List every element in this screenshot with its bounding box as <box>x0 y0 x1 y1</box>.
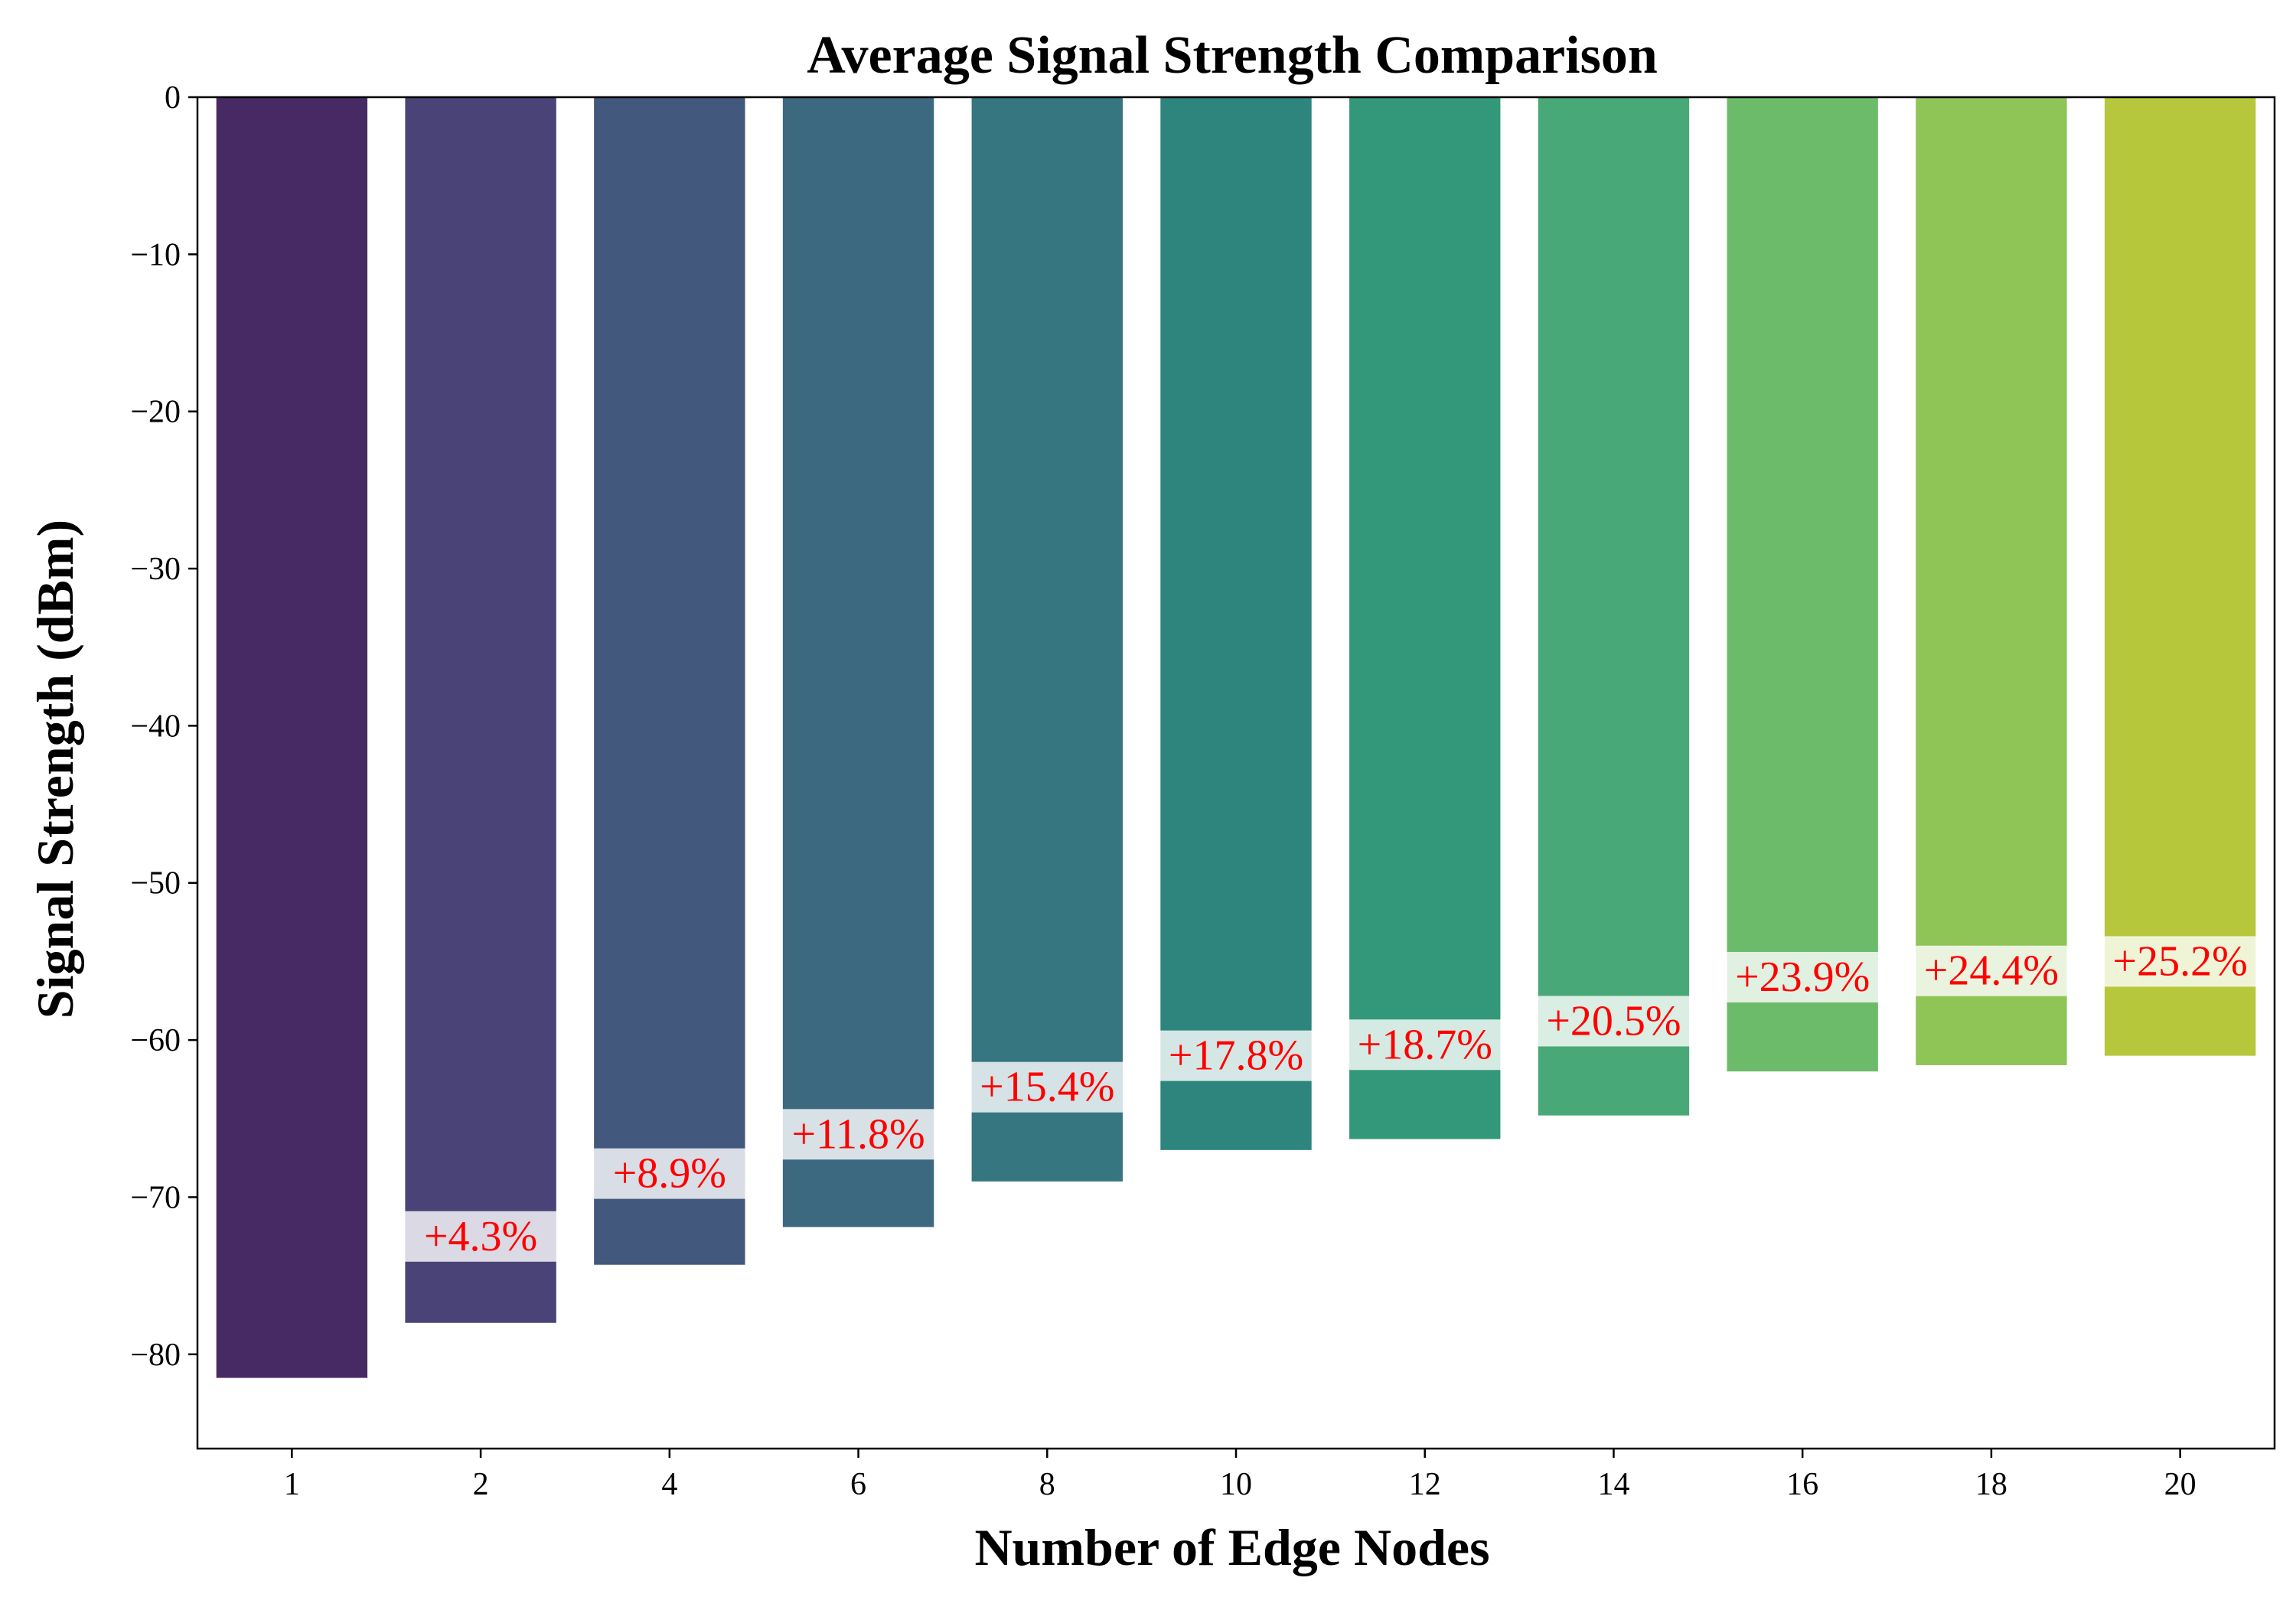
x-tick-label: 8 <box>1039 1467 1055 1502</box>
bar-annotation-box <box>592 1148 746 1199</box>
bar-4 <box>594 97 745 1265</box>
x-tick-label: 18 <box>1975 1467 2007 1502</box>
bar-annotation-label: +17.8% <box>1169 1032 1303 1080</box>
bar-14 <box>1538 97 1690 1116</box>
y-tick-label: −20 <box>130 395 181 430</box>
bar-annotation: +11.8% <box>781 1109 935 1160</box>
bar-annotation-box <box>1348 1019 1502 1071</box>
bar-annotation: +8.9% <box>592 1148 746 1199</box>
bar-annotation-label: +4.3% <box>424 1213 537 1260</box>
bar-annotation-box <box>1537 996 1691 1047</box>
x-axis-title: Number of Edge Nodes <box>974 1518 1489 1576</box>
bar-annotation: +25.2% <box>2103 936 2257 987</box>
bar-annotation: +15.4% <box>970 1061 1124 1113</box>
y-tick-label: −30 <box>130 552 181 587</box>
bar-annotation: +18.7% <box>1348 1019 1502 1071</box>
x-tick-label: 10 <box>1220 1467 1252 1502</box>
bar-annotation-label: +20.5% <box>1546 997 1681 1045</box>
bar-annotation-label: +23.9% <box>1735 953 1870 1001</box>
x-tick-label: 12 <box>1409 1467 1441 1502</box>
y-tick-label: −70 <box>130 1180 181 1215</box>
bar-annotation-box <box>1159 1030 1313 1081</box>
y-axis-title: Signal Strength (dBm) <box>26 520 84 1019</box>
x-tick-label: 2 <box>473 1467 489 1502</box>
bar-annotation: +20.5% <box>1537 996 1691 1047</box>
x-tick-label: 20 <box>2164 1467 2197 1502</box>
bar-annotation: +4.3% <box>404 1211 558 1262</box>
bar-annotation-label: +18.7% <box>1358 1021 1492 1068</box>
bar-annotation-box <box>2103 936 2257 987</box>
bar-annotation-label: +15.4% <box>980 1064 1114 1111</box>
bar-18 <box>1916 97 2067 1065</box>
y-tick-label: −10 <box>130 237 181 272</box>
bar-12 <box>1349 97 1501 1139</box>
bar-8 <box>971 97 1123 1182</box>
bar-2 <box>405 97 556 1323</box>
x-tick-label: 16 <box>1786 1467 1818 1502</box>
bar-annotation-box <box>1726 951 1880 1002</box>
y-tick-label: −80 <box>130 1338 181 1373</box>
bar-1 <box>216 97 368 1378</box>
y-axis: 0 −10 −20 −30 −40 −50 −60 −70 −80 <box>130 80 197 1373</box>
bar-annotation-label: +24.4% <box>1924 947 2059 995</box>
bar-10 <box>1160 97 1312 1150</box>
y-tick-label: −40 <box>130 709 181 744</box>
bars-group <box>216 97 2256 1378</box>
bar-annotation-box <box>404 1211 558 1262</box>
bar-annotation: +24.4% <box>1914 945 2068 996</box>
bar-annotation-label: +8.9% <box>613 1150 726 1198</box>
x-tick-label: 4 <box>661 1467 677 1502</box>
bar-annotation-label: +11.8% <box>791 1110 925 1158</box>
x-tick-label: 1 <box>284 1467 300 1502</box>
bar-annotation-box <box>1914 945 2068 996</box>
bar-annotation-label: +25.2% <box>2113 937 2248 985</box>
y-tick-label: 0 <box>165 80 181 116</box>
bar-annotation: +17.8% <box>1159 1030 1313 1081</box>
chart-title: Average Signal Strength Comparison <box>807 26 1658 85</box>
x-tick-label: 14 <box>1597 1467 1629 1502</box>
bar-annotation-box <box>970 1061 1124 1113</box>
y-tick-label: −50 <box>130 866 181 901</box>
bar-16 <box>1727 97 1878 1072</box>
bar-6 <box>782 97 934 1227</box>
bar-annotation-box <box>781 1109 935 1160</box>
x-axis: 1 2 4 6 8 10 12 14 16 18 20 <box>284 1449 2197 1502</box>
x-tick-label: 6 <box>850 1467 866 1502</box>
bar-annotation: +23.9% <box>1726 951 1880 1002</box>
bar-labels-group: +4.3% +8.9% +11.8% +15.4% +17.8% +18.7% +20.5%… <box>404 936 2257 1262</box>
bar-20 <box>2104 97 2256 1056</box>
y-tick-label: −60 <box>130 1023 181 1058</box>
